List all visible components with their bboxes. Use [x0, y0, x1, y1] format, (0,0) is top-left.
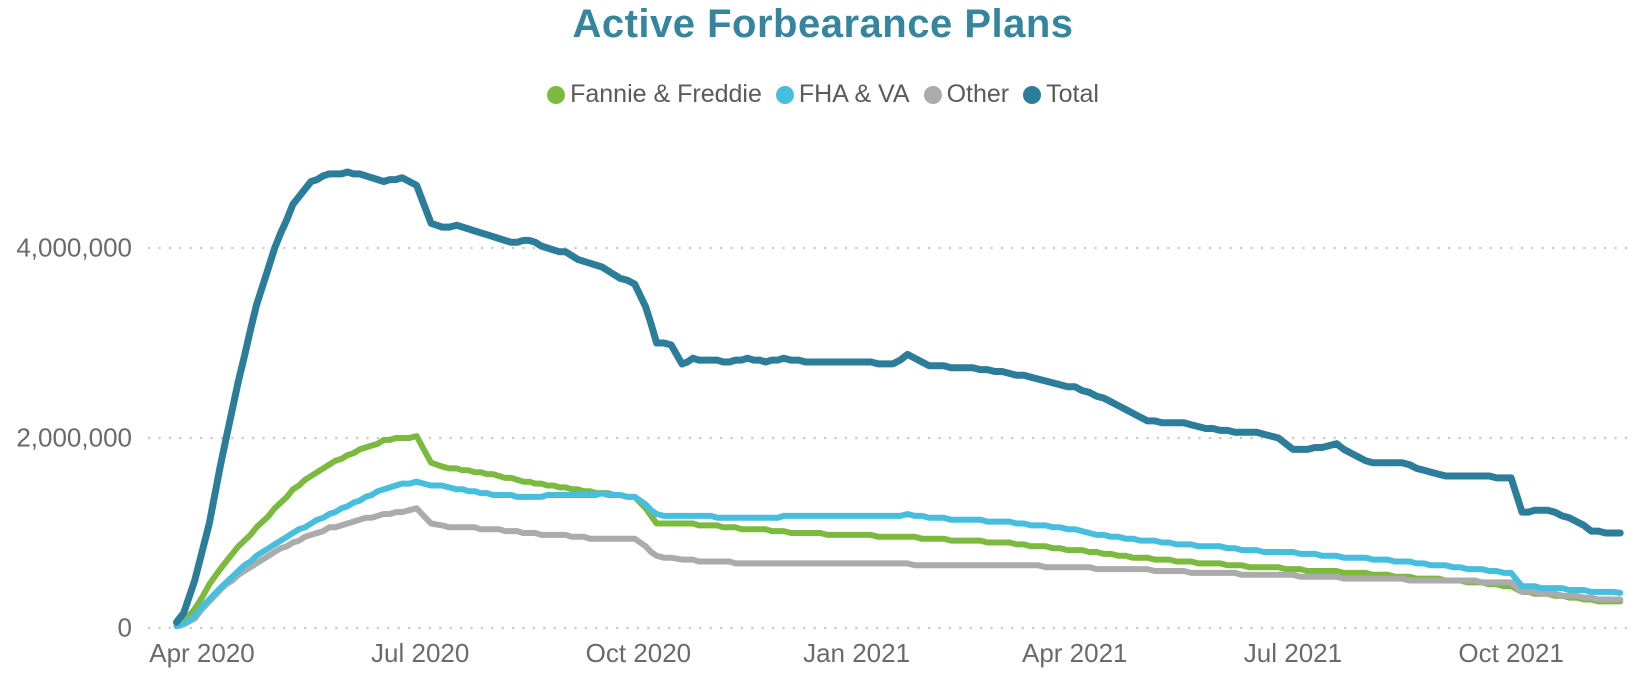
x-axis-label: Oct 2021: [1458, 638, 1564, 668]
x-axis-label: Jul 2020: [371, 638, 470, 668]
series-line-other: [173, 505, 1624, 630]
y-axis-label: 4,000,000: [16, 232, 132, 263]
chart-title: Active Forbearance Plans: [572, 2, 1074, 46]
legend: Fannie & Freddie FHA & VA Other Total: [0, 80, 1646, 109]
x-axis-label: Oct 2020: [585, 638, 692, 668]
legend-swatch-icon: [547, 85, 566, 104]
legend-label: Fannie & Freddie: [570, 80, 762, 108]
legend-label: FHA & VA: [798, 80, 910, 108]
x-axis-label: Jan 2021: [803, 638, 911, 668]
legend-item-fha-va[interactable]: FHA & VA: [775, 80, 910, 109]
legend-swatch-icon: [923, 85, 942, 104]
y-axis-label: 0: [117, 612, 132, 643]
x-axis-label: Apr 2020: [149, 638, 255, 668]
legend-item-fannie-freddie[interactable]: Fannie & Freddie: [547, 80, 762, 109]
legend-item-other[interactable]: Other: [923, 80, 1010, 109]
legend-label: Total: [1046, 80, 1099, 108]
series-line-total: [173, 168, 1624, 626]
y-axis-label: 2,000,000: [16, 422, 132, 453]
legend-swatch-icon: [1023, 85, 1042, 104]
legend-swatch-icon: [775, 85, 794, 104]
x-axis-label: Apr 2021: [1021, 638, 1128, 668]
legend-item-total[interactable]: Total: [1023, 80, 1099, 109]
legend-label: Other: [946, 80, 1010, 108]
series-line-fha-va: [173, 478, 1624, 630]
series-line-fannie-freddie: [173, 433, 1624, 630]
x-axis-label: Jul 2021: [1243, 638, 1343, 668]
